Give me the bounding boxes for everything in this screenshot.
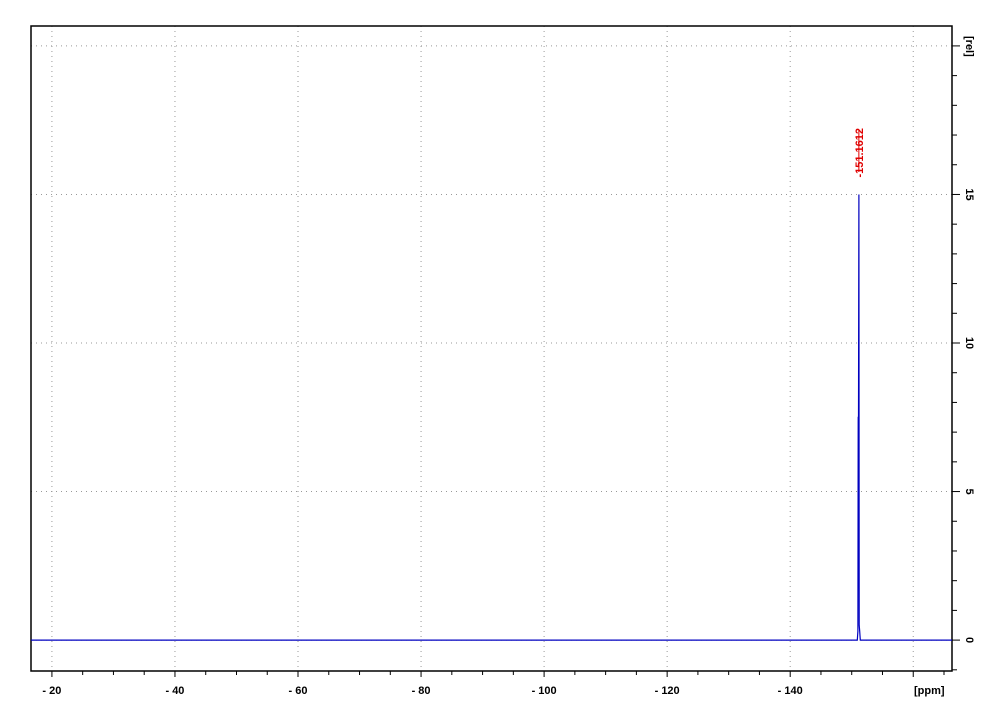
peak-label: -151.1612: [854, 128, 866, 178]
y-tick-label: 10: [963, 337, 975, 349]
plot-frame: [30, 25, 953, 672]
x-tick-label: - 120: [655, 685, 680, 697]
x-tick-label: - 80: [412, 685, 431, 697]
y-tick-label: 0: [963, 637, 975, 643]
y-tick-label: 5: [963, 488, 975, 494]
x-tick-label: - 20: [42, 685, 61, 697]
spectrum-line: [31, 194, 952, 641]
x-tick-label: - 140: [778, 685, 803, 697]
x-tick-label: - 60: [289, 685, 308, 697]
y-axis: 0 5 10 15: [952, 45, 975, 671]
y-tick-label: 15: [963, 188, 975, 200]
grid: [31, 26, 952, 671]
peak-labels: -151.1612: [854, 128, 866, 178]
x-tick-label: - 40: [165, 685, 184, 697]
x-tick-label: - 100: [532, 685, 557, 697]
x-axis: - 20 - 40 - 60 - 80 - 100 - 120 - 140: [42, 671, 945, 697]
y-axis-label: [rel]: [963, 36, 975, 57]
x-axis-label: [ppm]: [914, 685, 945, 697]
